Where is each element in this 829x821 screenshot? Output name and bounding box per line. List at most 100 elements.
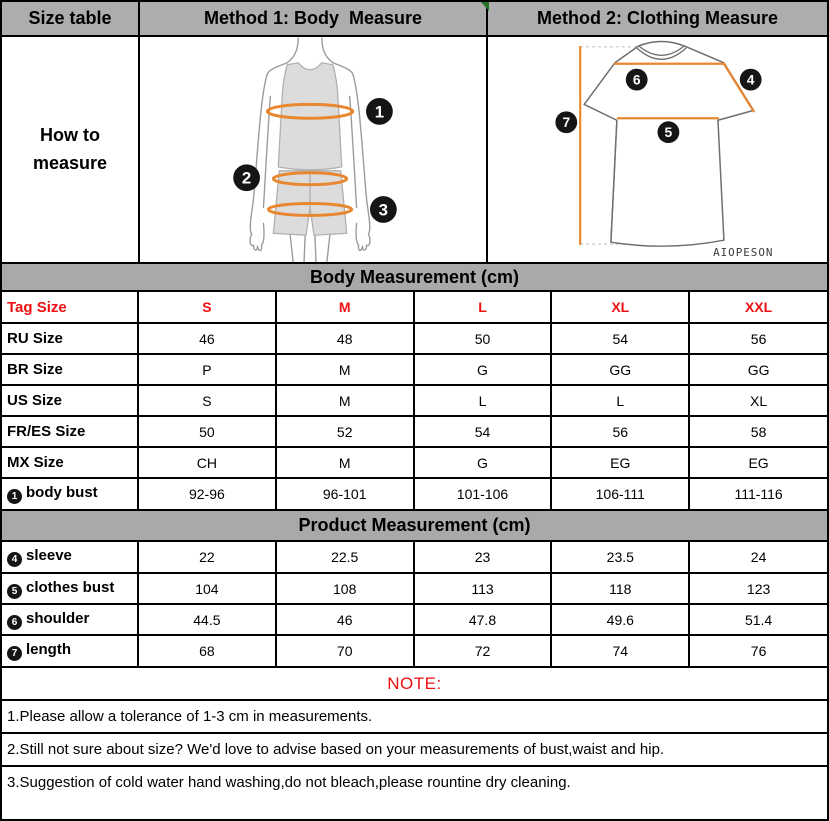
tank-top: [277, 62, 343, 171]
table-cell: 56: [688, 322, 827, 355]
table-cell: 44.5: [137, 603, 277, 636]
table-cell: 106-111: [550, 477, 691, 510]
marker-1: 1: [375, 102, 384, 121]
clothing-measure-illustration: 6 4 7 5 AIOPESON: [555, 40, 773, 259]
table-cell: 74: [550, 634, 691, 667]
table-cell: 50: [137, 415, 277, 448]
marker-2: 2: [242, 169, 251, 188]
size-table-header: Size table: [28, 8, 112, 28]
table-cell: XL: [550, 291, 691, 324]
table-cell: 22.5: [274, 541, 415, 574]
table-cell: EG: [550, 446, 691, 479]
row-label: 6 shoulder: [2, 603, 139, 636]
marker-5: 5: [665, 124, 673, 140]
note-item-3: 3.Suggestion of cold water hand washing,…: [2, 765, 827, 798]
body-measure-cell: 1 2 3: [138, 37, 486, 262]
circled-7-icon: 7: [7, 646, 22, 661]
table-row: RU Size 46 48 50 54 56: [2, 322, 827, 355]
table-cell: 23.5: [550, 541, 691, 574]
row-label-text: clothes bust: [26, 578, 115, 596]
marker-4-circle: [739, 68, 762, 91]
circled-4-icon: 4: [7, 552, 22, 567]
clothing-markers: 6 4 7 5: [555, 68, 762, 144]
circled-5-icon: 5: [7, 583, 22, 599]
note-item-2: 2.Still not sure about size? We'd love t…: [2, 732, 827, 765]
row-label: 5 clothes bust: [2, 572, 139, 605]
row-label: FR/ES Size: [2, 415, 139, 448]
table-cell: 23: [412, 541, 553, 574]
circled-1-icon: 1: [7, 489, 22, 504]
green-artifact: [481, 2, 489, 11]
marker-1-circle: [366, 97, 393, 125]
table-cell: 118: [550, 572, 691, 605]
table-cell: 56: [550, 415, 691, 448]
how-to-measure-label: How to measure: [2, 37, 138, 262]
table-row: 7 length 68 70 72 74 76: [2, 634, 827, 667]
table-cell: G: [412, 353, 553, 386]
table-cell: M: [274, 384, 415, 417]
brand-watermark: AIOPESON: [713, 246, 773, 259]
marker-3: 3: [379, 200, 388, 219]
row-label: 4 sleeve: [2, 541, 139, 574]
table-cell: EG: [688, 446, 827, 479]
table-cell: GG: [550, 353, 691, 386]
table-cell: 54: [550, 322, 691, 355]
table-cell: M: [274, 291, 415, 324]
table-cell: 46: [137, 322, 277, 355]
note-title: NOTE:: [2, 666, 827, 699]
method2-header: Method 2: Clothing Measure: [486, 2, 827, 35]
sleeve-measure-line: [722, 62, 755, 113]
table-cell: 22: [137, 541, 277, 574]
how-to-line1: How to: [40, 124, 100, 145]
row-label: Tag Size: [2, 291, 139, 324]
marker-5-circle: [657, 121, 680, 144]
table-cell: 123: [688, 572, 827, 605]
table-cell: XXL: [688, 291, 827, 324]
table-cell: 68: [137, 634, 277, 667]
waist-measure-line: [271, 171, 349, 187]
table-row: Tag Size S M L XL XXL: [2, 291, 827, 324]
product-measurement-table: 4 sleeve 22 22.5 23 23.5 24 5 clothes bust…: [2, 541, 827, 667]
table-cell: 104: [137, 572, 277, 605]
row-label: 7 length: [2, 634, 139, 667]
marker-7: 7: [562, 114, 570, 130]
table-cell: 101-106: [412, 477, 553, 510]
table-cell: 111-116: [688, 477, 827, 510]
table-cell: 24: [688, 541, 827, 574]
how-to-measure-row: How to measure: [2, 35, 827, 262]
body-measurement-title: Body Measurement (cm): [2, 262, 827, 292]
table-cell: 51.4: [688, 603, 827, 636]
table-row: 4 sleeve 22 22.5 23 23.5 24: [2, 541, 827, 574]
table-cell: CH: [137, 446, 277, 479]
table-cell: 92-96: [137, 477, 277, 510]
note-item-1: 1.Please allow a tolerance of 1-3 cm in …: [2, 699, 827, 732]
top-header-row: Size table Method 1: Body Measure Method…: [2, 2, 827, 35]
table-cell: M: [274, 353, 415, 386]
table-cell: 49.6: [550, 603, 691, 636]
method1-header: Method 1: Body Measure: [138, 2, 486, 35]
marker-2-circle: [233, 164, 260, 192]
row-label-text: sleeve: [26, 547, 72, 564]
table-cell: L: [550, 384, 691, 417]
table-cell: 108: [274, 572, 415, 605]
marker-3-circle: [369, 196, 397, 223]
hip-measure-line: [266, 202, 354, 217]
bust-measure-line: [265, 102, 355, 120]
table-cell: L: [412, 384, 553, 417]
table-cell: 76: [688, 634, 827, 667]
body-measure-illustration: 1 2 3: [233, 37, 397, 262]
row-label: US Size: [2, 384, 139, 417]
table-cell: L: [412, 291, 553, 324]
table-row: FR/ES Size 50 52 54 56 58: [2, 415, 827, 448]
product-measurement-title: Product Measurement (cm): [2, 509, 827, 542]
table-row: BR Size P M G GG GG: [2, 353, 827, 386]
row-label-text: length: [26, 641, 71, 658]
row-label: BR Size: [2, 353, 139, 386]
table-cell: XL: [688, 384, 827, 417]
row-label: MX Size: [2, 446, 139, 479]
table-cell: 96-101: [274, 477, 415, 510]
table-cell: 72: [412, 634, 553, 667]
body-measurement-table: Tag Size S M L XL XXL RU Size 46 48 50 5…: [2, 291, 827, 510]
t-shirt-outline: [583, 40, 755, 247]
